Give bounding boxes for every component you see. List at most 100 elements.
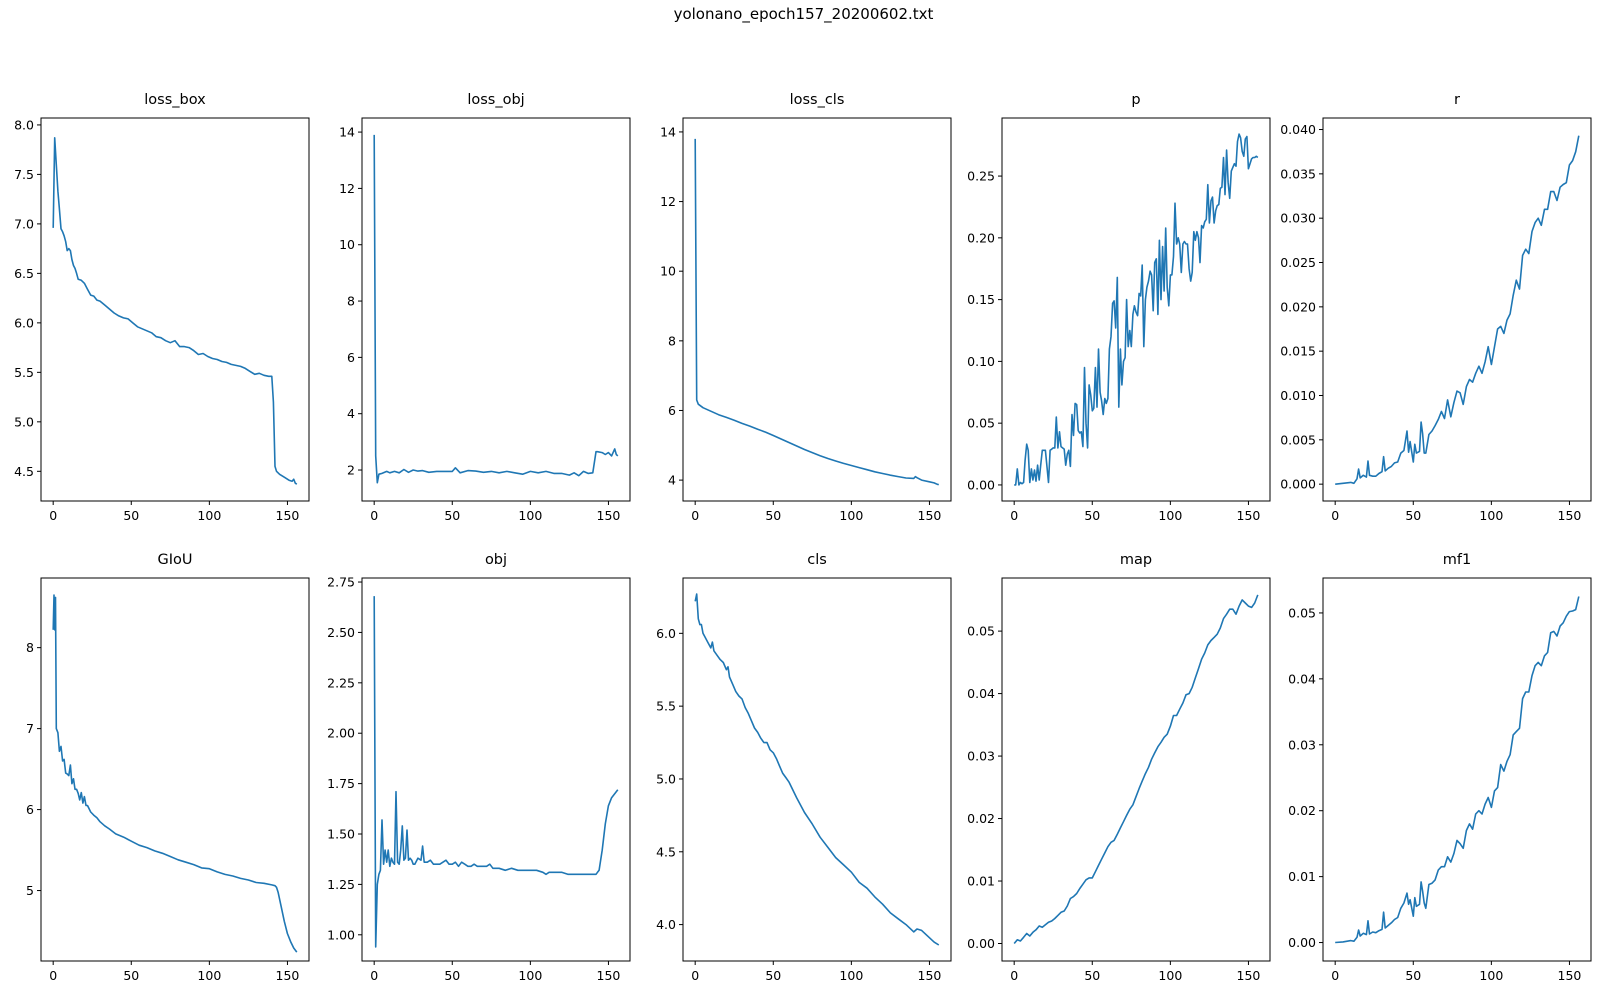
axes: 0 50 100 150 4.5 5.0 5.5 6.0 6.5 7.0 7.5 8.0: [14, 117, 310, 523]
y-tick-label: 7: [26, 721, 34, 736]
x-tick-label: 100: [1158, 508, 1182, 523]
y-tick-label: 0.03: [967, 749, 995, 764]
y-tick-label: 5.0: [656, 771, 676, 786]
y-tick-label: 0.01: [967, 874, 995, 889]
data-line: [1335, 596, 1580, 944]
x-tick-label: 0: [1010, 508, 1018, 523]
y-tick-label: 12: [660, 194, 676, 209]
axes-frame: [682, 577, 952, 962]
data-line: [694, 138, 939, 486]
y-tick-label: 14: [660, 124, 676, 139]
y-tick-label: 0.040: [1280, 122, 1316, 137]
y-tick-label: 0.05: [967, 624, 995, 639]
x-tick-label: 100: [197, 968, 221, 983]
subplot-title: loss_cls: [789, 92, 845, 108]
x-tick-label: 0: [1331, 508, 1339, 523]
y-tick-label: 0.010: [1280, 388, 1316, 403]
x-tick-label: 150: [276, 508, 300, 523]
y-tick-label: 10: [339, 237, 355, 252]
x-tick-label: 100: [1479, 508, 1503, 523]
x-tick-label: 100: [197, 508, 221, 523]
x-tick-label: 100: [1479, 968, 1503, 983]
axes: 0 50 100 150 2 4 6 8 10 12 14: [339, 117, 631, 523]
x-tick-label: 100: [839, 968, 863, 983]
x-tick-label: 100: [518, 508, 542, 523]
y-tick-label: 2.25: [327, 675, 355, 690]
y-tick-label: 0.15: [967, 292, 995, 307]
x-tick-label: 50: [444, 508, 460, 523]
axes: 0 50 100 150 0.00 0.01 0.02 0.03 0.04 0.05: [967, 577, 1271, 983]
axes: 0 50 100 150 1.00 1.25 1.50 1.75 2.00 2.25 2.50 2.7…: [327, 575, 631, 983]
y-tick-label: 0.025: [1280, 255, 1316, 270]
x-tick-label: 150: [918, 508, 942, 523]
x-tick-label: 50: [1405, 968, 1421, 983]
x-tick-label: 150: [276, 968, 300, 983]
figure-title: yolonano_epoch157_20200602.txt: [673, 5, 934, 23]
y-tick-label: 8: [347, 294, 355, 309]
y-tick-label: 0.04: [967, 686, 995, 701]
x-tick-label: 150: [1558, 508, 1582, 523]
y-tick-label: 6.5: [14, 266, 34, 281]
x-tick-label: 0: [1010, 968, 1018, 983]
x-tick-label: 0: [691, 508, 699, 523]
y-tick-label: 1.50: [327, 827, 355, 842]
axes-frame: [40, 117, 310, 502]
y-tick-label: 6.0: [656, 626, 676, 641]
x-tick-label: 0: [49, 968, 57, 983]
y-tick-label: 0.25: [967, 169, 995, 184]
y-tick-label: 0.04: [1288, 671, 1316, 686]
axes-frame: [1322, 117, 1592, 502]
y-tick-label: 0.000: [1280, 477, 1316, 492]
axes-frame: [1001, 577, 1271, 962]
y-tick-label: 0.005: [1280, 432, 1316, 447]
subplot-title: cls: [807, 552, 827, 568]
y-tick-label: 4: [347, 406, 355, 421]
axes-frame: [40, 577, 310, 962]
y-tick-label: 2: [347, 463, 355, 478]
y-tick-label: 8.0: [14, 117, 34, 132]
y-tick-label: 0.035: [1280, 166, 1316, 181]
y-tick-label: 4: [668, 473, 676, 488]
data-line: [373, 596, 619, 948]
y-tick-label: 12: [339, 181, 355, 196]
y-tick-label: 8: [668, 333, 676, 348]
y-tick-label: 6: [26, 802, 34, 817]
y-tick-label: 2.50: [327, 625, 355, 640]
x-tick-label: 0: [370, 968, 378, 983]
y-tick-label: 5.0: [14, 414, 34, 429]
axes-frame: [682, 117, 952, 502]
y-tick-label: 6: [347, 350, 355, 365]
axes: 0 50 100 150 0.000 0.005 0.010 0.015 0.020 0.025 0…: [1280, 117, 1592, 523]
x-tick-label: 0: [49, 508, 57, 523]
x-tick-label: 100: [1158, 968, 1182, 983]
y-tick-label: 0.00: [1288, 935, 1316, 950]
y-tick-label: 6.0: [14, 315, 34, 330]
y-tick-label: 0.01: [1288, 869, 1316, 884]
axes: 0 50 100 150 4 6 8 10 12 14: [660, 117, 952, 523]
data-line: [1013, 594, 1259, 945]
y-tick-label: 5: [26, 883, 34, 898]
x-tick-label: 150: [1558, 968, 1582, 983]
y-tick-label: 1.75: [327, 776, 355, 791]
x-tick-label: 50: [123, 968, 139, 983]
y-tick-label: 4.0: [656, 917, 676, 932]
data-line: [1014, 133, 1259, 486]
subplot-title: mf1: [1442, 552, 1472, 568]
x-tick-label: 50: [765, 508, 781, 523]
y-tick-label: 0.00: [967, 936, 995, 951]
x-tick-label: 50: [765, 968, 781, 983]
y-tick-label: 7.0: [14, 216, 34, 231]
y-tick-label: 0.030: [1280, 211, 1316, 226]
subplot-title: GIoU: [157, 552, 193, 568]
subplot-title: p: [1131, 92, 1141, 108]
y-tick-label: 8: [26, 640, 34, 655]
axes: 0 50 100 150 0.00 0.01 0.02 0.03 0.04 0.05: [1288, 577, 1592, 983]
y-tick-label: 5.5: [656, 699, 676, 714]
y-tick-label: 0.20: [967, 230, 995, 245]
data-line: [52, 136, 298, 485]
y-tick-label: 7.5: [14, 167, 34, 182]
y-tick-label: 4.5: [14, 464, 34, 479]
x-tick-label: 150: [1237, 968, 1261, 983]
y-tick-label: 6: [668, 403, 676, 418]
y-tick-label: 2.00: [327, 726, 355, 741]
